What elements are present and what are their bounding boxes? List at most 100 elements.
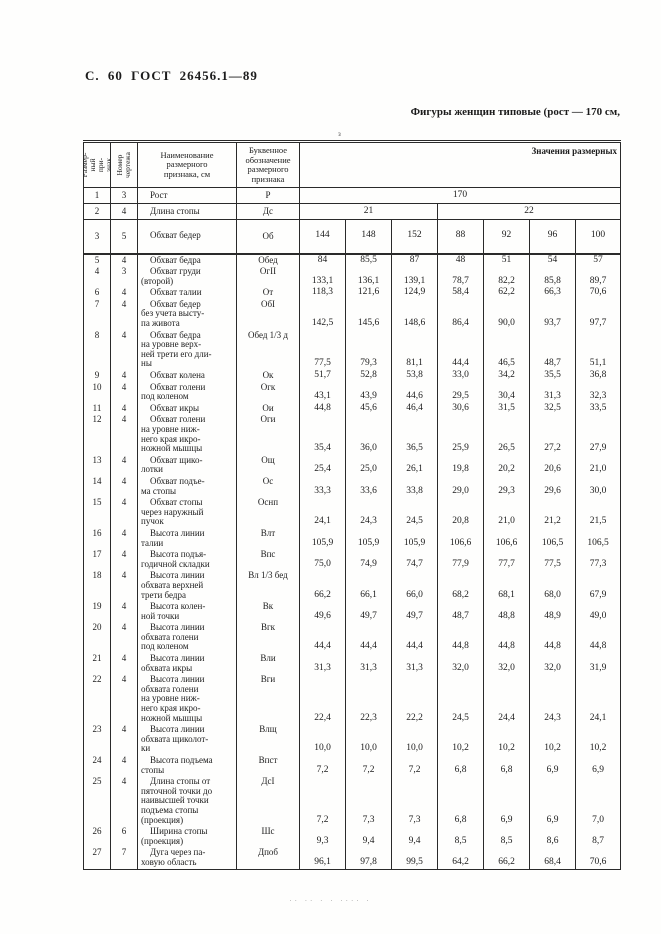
cell-value: 36,8	[574, 370, 621, 382]
cell-value: 46,4	[391, 402, 438, 415]
cell-feature-number: 21	[83, 653, 111, 675]
cell-value: 67,9	[574, 570, 621, 602]
cell-value: 97,8	[345, 847, 392, 870]
cell-value: 48,7	[437, 601, 484, 623]
cell-value: 87	[391, 253, 438, 267]
table-caption: Фигуры женщин типовые (рост — 170 см,	[410, 106, 620, 118]
cell-value: 74,9	[345, 549, 392, 571]
table-row: 12 4 Обхват голени на уровне ниж- него кра…	[83, 414, 621, 455]
cell-value: 106,5	[574, 527, 621, 550]
cell-letter-designation: Вк	[236, 601, 300, 623]
cell-value: 6,9	[529, 776, 576, 827]
cell-letter-designation: Вл 1/3 бед	[236, 570, 300, 602]
cell-value: 84	[299, 253, 346, 267]
cell-value: 75,0	[299, 549, 346, 571]
cell-value: 31,9	[574, 653, 621, 675]
table-row: 21 4 Высота линии обхвата икры Вли 31,3 31,3 3…	[83, 653, 621, 675]
cell-letter-designation: Ос	[236, 475, 300, 498]
cell-drawing-number: 5	[110, 219, 138, 255]
cell-feature-number: 4	[83, 266, 111, 288]
measurements-table: Размер- ный при- знак Номер чертежа Наим…	[83, 140, 622, 870]
cell-feature-name: Рост	[137, 187, 237, 204]
cell-size-heading: 100	[574, 219, 621, 255]
cell-value: 51	[483, 253, 530, 267]
cell-drawing-number: 4	[110, 203, 138, 220]
cell-feature-number: 17	[83, 549, 111, 571]
cell-value: 29,6	[529, 475, 576, 498]
cell-feature-name: Обхват стопы через наружный пучок	[137, 497, 237, 528]
cell-value: 10,0	[299, 724, 346, 755]
cell-letter-designation: ОбI	[236, 298, 300, 330]
cell-value: 21,2	[529, 497, 576, 528]
header-drawing-number-label: Номер чертежа	[115, 151, 132, 178]
cell-value: 105,9	[299, 527, 346, 550]
cell-feature-name: Дуга через па- ховую область	[137, 847, 237, 870]
cell-drawing-number: 4	[110, 454, 138, 476]
cell-feature-name: Обхват бедра	[137, 253, 237, 267]
cell-value: 52,8	[345, 370, 392, 382]
cell-value: 68,0	[529, 570, 576, 602]
cell-value: 62,2	[483, 287, 530, 299]
cell-size-heading: 22	[436, 203, 621, 220]
cell-value: 35,4	[299, 414, 346, 455]
cell-value: 45,6	[345, 402, 392, 415]
cell-value: 29,5	[437, 381, 484, 403]
cell-size-heading: 144	[299, 219, 346, 255]
cell-value: 57	[574, 253, 621, 267]
header-values: Значения размерных	[298, 141, 621, 188]
cell-letter-designation: Вгк	[236, 622, 300, 654]
cell-value: 30,4	[483, 381, 530, 403]
cell-value: 89,7	[574, 266, 621, 288]
cell-value: 26,5	[483, 414, 530, 455]
cell-value: 121,6	[345, 287, 392, 299]
cell-value: 7,3	[345, 776, 392, 827]
cell-size-heading: 21	[299, 203, 438, 220]
cell-value: 66,1	[345, 570, 392, 602]
cell-feature-name: Обхват бедер без учета высту- па живота	[137, 298, 237, 330]
cell-letter-designation: Оснп	[236, 497, 300, 528]
cell-drawing-number: 6	[110, 826, 138, 848]
cell-letter-designation: Огк	[236, 381, 300, 403]
cell-value: 22,3	[345, 674, 392, 725]
cell-value: 68,2	[437, 570, 484, 602]
cell-drawing-number: 7	[110, 847, 138, 870]
cell-value: 49,0	[574, 601, 621, 623]
cell-letter-designation: Влщ	[236, 724, 300, 755]
cell-value: 10,2	[483, 724, 530, 755]
cell-feature-name: Обхват бедра на уровне верх- ней трети е…	[137, 329, 237, 371]
cell-value: 78,7	[437, 266, 484, 288]
cell-value: 31,3	[391, 653, 438, 675]
cell-value: 105,9	[391, 527, 438, 550]
cell-value: 43,1	[299, 381, 346, 403]
cell-value: 142,5	[299, 298, 346, 330]
cell-feature-name: Обхват колена	[137, 370, 237, 382]
table-row: 19 4 Высота колен- ной точки Вк 49,6 49,7 49,7…	[83, 601, 621, 623]
cell-feature-number: 19	[83, 601, 111, 623]
cell-value: 27,2	[529, 414, 576, 455]
table-row: 10 4 Обхват голени под коленом Огк 43,1 43,9 4…	[83, 381, 621, 403]
table-row: 13 4 Обхват щико- лотки Ощ 25,4 25,0 26,1 19,8 2…	[83, 454, 621, 476]
cell-value: 29,3	[483, 475, 530, 498]
cell-value: 105,9	[345, 527, 392, 550]
cell-letter-designation: Оги	[236, 414, 300, 455]
table-row: 27 7 Дуга через па- ховую область Дпоб 96,1 9…	[83, 847, 621, 870]
cell-value: 90,0	[483, 298, 530, 330]
cell-value: 30,0	[574, 475, 621, 498]
cell-value: 106,6	[437, 527, 484, 550]
cell-value: 44,4	[391, 622, 438, 654]
cell-drawing-number: 4	[110, 475, 138, 498]
cell-value: 24,3	[345, 497, 392, 528]
cell-value: 97,7	[574, 298, 621, 330]
cell-letter-designation: Ощ	[236, 454, 300, 476]
cell-value: 31,3	[345, 653, 392, 675]
cell-letter-designation: Ок	[236, 370, 300, 382]
cell-value: 77,5	[299, 329, 346, 371]
cell-feature-number: 9	[83, 370, 111, 382]
cell-value: 44,8	[483, 622, 530, 654]
cell-value: 68,4	[529, 847, 576, 870]
table-row: 23 4 Высота линии обхвата щиколот- ки Влщ 10…	[83, 724, 621, 755]
cell-value: 24,5	[437, 674, 484, 725]
cell-value: 145,6	[345, 298, 392, 330]
cell-drawing-number: 4	[110, 402, 138, 415]
cell-value: 24,3	[529, 674, 576, 725]
